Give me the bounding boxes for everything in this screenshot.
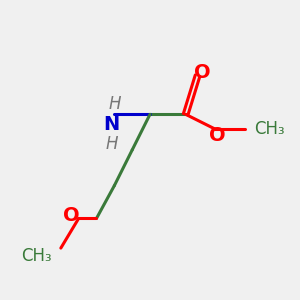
Text: O: O <box>208 126 225 145</box>
Text: O: O <box>194 63 210 82</box>
Text: H: H <box>105 134 118 152</box>
Text: O: O <box>63 206 80 225</box>
Text: CH₃: CH₃ <box>254 120 285 138</box>
Text: CH₃: CH₃ <box>21 247 52 265</box>
Text: N: N <box>103 115 119 134</box>
Text: H: H <box>108 95 121 113</box>
